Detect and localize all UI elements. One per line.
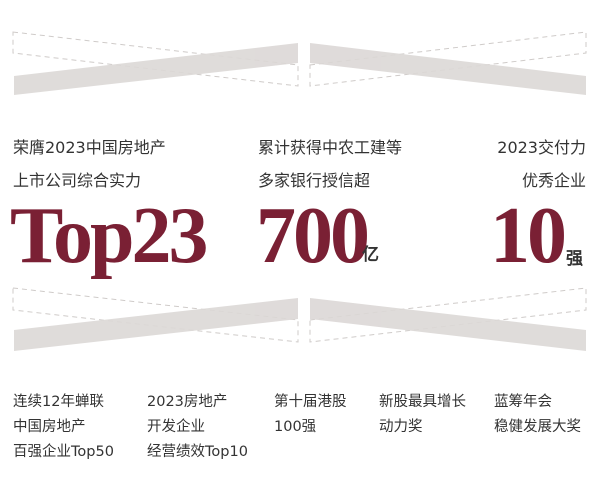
stat-2-unit: 亿 [362, 245, 379, 265]
stat-2-line-2: 多家银行授信超 [258, 171, 371, 190]
stat-3-unit: 强 [566, 249, 583, 269]
award-2-line-3: 经营绩效Top10 [147, 444, 248, 460]
award-5-line-1: 蓝筹年会 [494, 394, 552, 410]
award-4-line-1: 新股最具增长 [379, 394, 466, 410]
award-3-line-1: 第十届港股 [274, 394, 347, 410]
band-bottom-right [310, 298, 586, 351]
award-3: 第十届港股 100强 [274, 390, 347, 440]
stat-1-line-2: 上市公司综合实力 [13, 171, 142, 190]
award-5-line-2: 稳健发展大奖 [494, 419, 581, 435]
award-4: 新股最具增长 动力奖 [379, 390, 466, 440]
dashed-outline-bottom-right [309, 287, 587, 343]
stat-1-value: Top23 [10, 192, 209, 280]
stat-3-value: 10 [490, 192, 567, 280]
stat-1-line-1: 荣膺2023中国房地产 [13, 138, 166, 157]
award-2-line-2: 开发企业 [147, 419, 205, 435]
award-2: 2023房地产 开发企业 经营绩效Top10 [147, 390, 248, 465]
band-top-right [310, 43, 586, 95]
award-1-line-3: 百强企业Top50 [13, 444, 114, 460]
stat-2-value: 700 [256, 192, 370, 280]
band-top-left [14, 43, 298, 95]
award-1: 连续12年蝉联 中国房地产 百强企业Top50 [13, 390, 114, 465]
dashed-outline-top-left [12, 31, 299, 87]
stat-2-line-1: 累计获得中农工建等 [258, 138, 403, 157]
award-5: 蓝筹年会 稳健发展大奖 [494, 390, 581, 440]
award-1-line-2: 中国房地产 [13, 419, 86, 435]
award-4-line-2: 动力奖 [379, 419, 423, 435]
award-1-line-1: 连续12年蝉联 [13, 394, 104, 410]
band-bottom-left [14, 298, 298, 351]
stat-3-line-2: 优秀企业 [521, 171, 586, 190]
dashed-outline-top-right [309, 31, 587, 87]
stat-3-line-1: 2023交付力 [497, 138, 586, 157]
award-2-line-1: 2023房地产 [147, 394, 228, 410]
award-3-line-2: 100强 [274, 419, 317, 435]
